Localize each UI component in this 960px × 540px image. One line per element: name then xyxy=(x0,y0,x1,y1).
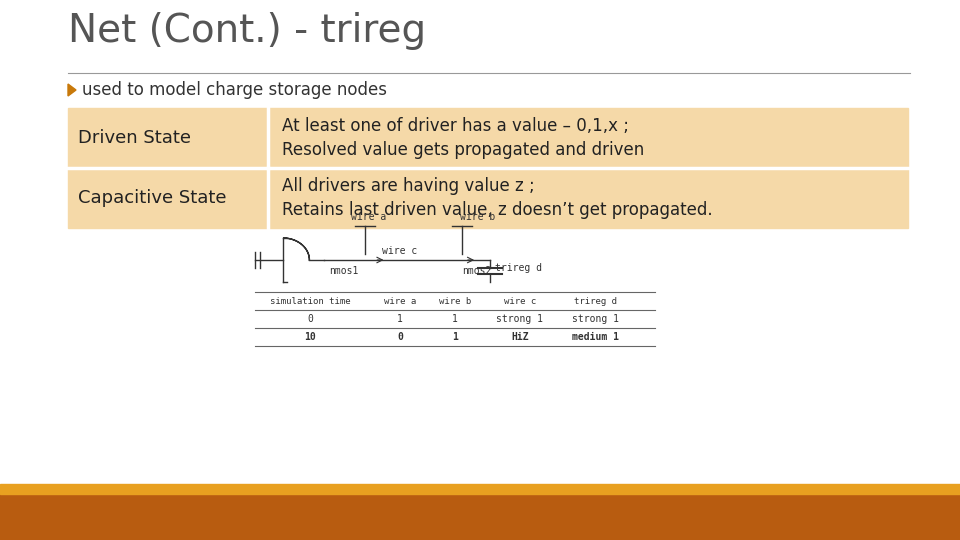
Text: Resolved value gets propagated and driven: Resolved value gets propagated and drive… xyxy=(282,141,644,159)
Text: wire c: wire c xyxy=(504,296,536,306)
Bar xyxy=(0,484,960,494)
Text: Driven State: Driven State xyxy=(78,129,191,147)
Text: wire a: wire a xyxy=(351,212,386,222)
Polygon shape xyxy=(68,84,76,96)
Text: wire b: wire b xyxy=(439,296,471,306)
Text: 0: 0 xyxy=(397,332,403,342)
Text: trireg d: trireg d xyxy=(495,263,542,273)
Text: Capacitive State: Capacitive State xyxy=(78,189,227,207)
Bar xyxy=(0,494,960,540)
Text: wire b: wire b xyxy=(460,212,495,222)
Text: 1: 1 xyxy=(397,314,403,324)
Text: nmos2: nmos2 xyxy=(462,266,492,276)
Text: used to model charge storage nodes: used to model charge storage nodes xyxy=(82,81,387,99)
Text: nmos1: nmos1 xyxy=(329,266,359,276)
Text: Retains last driven value, z doesn’t get propagated.: Retains last driven value, z doesn’t get… xyxy=(282,201,712,219)
Text: trireg d: trireg d xyxy=(573,296,616,306)
Text: HiZ: HiZ xyxy=(511,332,529,342)
Text: medium 1: medium 1 xyxy=(571,332,618,342)
Text: wire c: wire c xyxy=(382,246,418,256)
Text: strong 1: strong 1 xyxy=(571,314,618,324)
Bar xyxy=(68,108,908,168)
Text: 1: 1 xyxy=(452,332,458,342)
Text: Net (Cont.) - trireg: Net (Cont.) - trireg xyxy=(68,12,426,50)
Bar xyxy=(68,168,908,228)
Text: 10: 10 xyxy=(304,332,316,342)
Text: 0: 0 xyxy=(307,314,313,324)
Text: wire a: wire a xyxy=(384,296,416,306)
Text: At least one of driver has a value – 0,1,x ;: At least one of driver has a value – 0,1… xyxy=(282,117,629,135)
Text: strong 1: strong 1 xyxy=(496,314,543,324)
Text: 1: 1 xyxy=(452,314,458,324)
Text: simulation time: simulation time xyxy=(270,296,350,306)
Text: All drivers are having value z ;: All drivers are having value z ; xyxy=(282,177,535,195)
